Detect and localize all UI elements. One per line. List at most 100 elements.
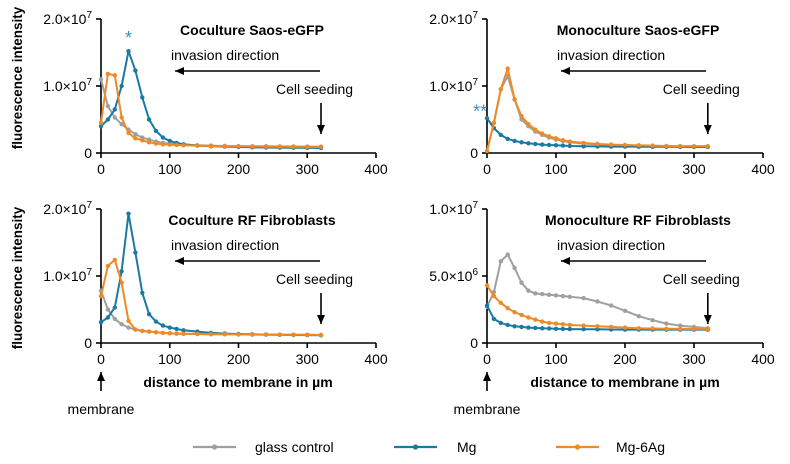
data-point	[705, 144, 710, 149]
data-point	[540, 326, 545, 331]
data-point	[553, 136, 559, 141]
data-point	[119, 115, 124, 120]
data-point	[236, 144, 241, 149]
x-tick-label: 0	[483, 161, 491, 177]
data-point	[560, 143, 566, 148]
legend-item-glass-control: glass control	[193, 439, 334, 455]
y-axis-label-top: fluorescence intensity	[10, 6, 25, 149]
data-point	[519, 280, 524, 285]
legend-item-mg: Mg	[394, 439, 476, 455]
data-point	[98, 120, 104, 126]
data-point	[174, 326, 179, 332]
data-point	[160, 323, 166, 328]
data-point	[678, 326, 683, 332]
data-point	[622, 308, 628, 313]
data-point	[146, 140, 152, 145]
y-tick-label: 0	[470, 145, 478, 161]
data-point	[484, 148, 490, 154]
data-point	[208, 332, 214, 337]
cell-seeding-label: Cell seeding	[663, 81, 740, 97]
data-point	[146, 312, 152, 317]
invasion-direction-label: invasion direction	[557, 47, 665, 63]
series-mg-6ag	[484, 66, 710, 154]
data-point	[512, 138, 517, 144]
x-tick-label: 300	[682, 161, 706, 177]
data-point	[533, 317, 538, 322]
data-point	[484, 283, 490, 288]
data-point	[133, 68, 138, 73]
data-point	[167, 138, 172, 144]
data-point	[705, 326, 710, 332]
data-point	[560, 138, 566, 143]
data-point	[567, 326, 572, 332]
legend: glass control Mg Mg-6Ag	[193, 439, 665, 455]
data-point	[691, 326, 697, 332]
data-point	[153, 128, 159, 134]
data-point	[126, 211, 131, 216]
data-point	[133, 250, 138, 255]
data-point	[112, 305, 118, 310]
data-point	[119, 269, 124, 274]
data-point	[160, 330, 166, 336]
data-point	[581, 323, 586, 328]
x-tick-label: 300	[296, 351, 320, 367]
y-tick-label: 0	[84, 145, 92, 161]
data-point	[505, 306, 510, 311]
cell-seeding-label: Cell seeding	[663, 271, 740, 287]
data-point	[291, 144, 296, 149]
x-tick-label: 0	[483, 351, 491, 367]
data-point	[498, 132, 503, 138]
y-tick-label: 1.0×107	[43, 77, 92, 94]
data-point	[160, 135, 166, 140]
data-point	[622, 325, 628, 330]
membrane-label-right: membrane	[454, 401, 521, 417]
data-point	[491, 120, 497, 126]
data-point	[140, 138, 145, 143]
data-point	[540, 142, 545, 147]
data-point	[98, 77, 104, 82]
data-point	[491, 293, 497, 299]
x-tick-label: 200	[227, 351, 251, 367]
data-point	[519, 114, 524, 119]
data-point	[664, 143, 669, 149]
data-point	[305, 332, 310, 337]
data-point	[98, 320, 104, 325]
data-point	[195, 143, 200, 148]
x-tick-label: 400	[751, 351, 775, 367]
series-mg-6ag-line	[486, 284, 708, 330]
y-tick-label: 1.0×107	[429, 200, 478, 217]
data-point	[146, 117, 152, 122]
data-point	[519, 324, 524, 330]
y-tick-label: 2.0×107	[43, 10, 92, 27]
data-point	[140, 328, 145, 334]
legend-marker-glass-control	[211, 444, 218, 450]
data-point	[526, 315, 531, 320]
data-point	[105, 117, 111, 122]
panel-monoculture-saos-egfp: 0 100 200 300 400 0 1.0×107 2.0×107 Monoculture …	[429, 10, 775, 177]
x-tick-label: 0	[97, 161, 105, 177]
data-point	[222, 332, 227, 337]
x-axis-label-left: distance to membrane in µm	[143, 374, 332, 390]
data-point	[567, 294, 572, 299]
data-point	[553, 293, 559, 298]
data-point	[498, 300, 503, 305]
data-point	[484, 116, 490, 121]
data-point	[691, 144, 697, 149]
data-point	[140, 290, 145, 295]
data-point	[546, 326, 552, 331]
data-point	[560, 326, 566, 332]
invasion-direction-label: invasion direction	[557, 237, 665, 253]
series-glass-control-line	[486, 253, 708, 330]
data-point	[153, 319, 159, 324]
invasion-direction-label: invasion direction	[171, 47, 279, 63]
data-point	[650, 143, 655, 148]
data-point	[305, 144, 310, 149]
data-point	[140, 95, 145, 100]
data-point	[567, 322, 572, 328]
data-point	[250, 332, 255, 337]
data-point	[126, 318, 131, 324]
data-point	[105, 103, 111, 109]
x-tick-label: 300	[682, 351, 706, 367]
data-point	[609, 303, 614, 308]
x-tick-label: 300	[296, 161, 320, 177]
